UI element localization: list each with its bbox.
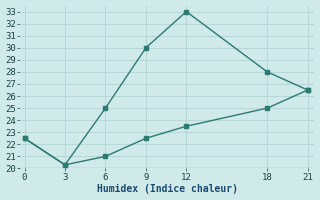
- X-axis label: Humidex (Indice chaleur): Humidex (Indice chaleur): [97, 184, 238, 194]
